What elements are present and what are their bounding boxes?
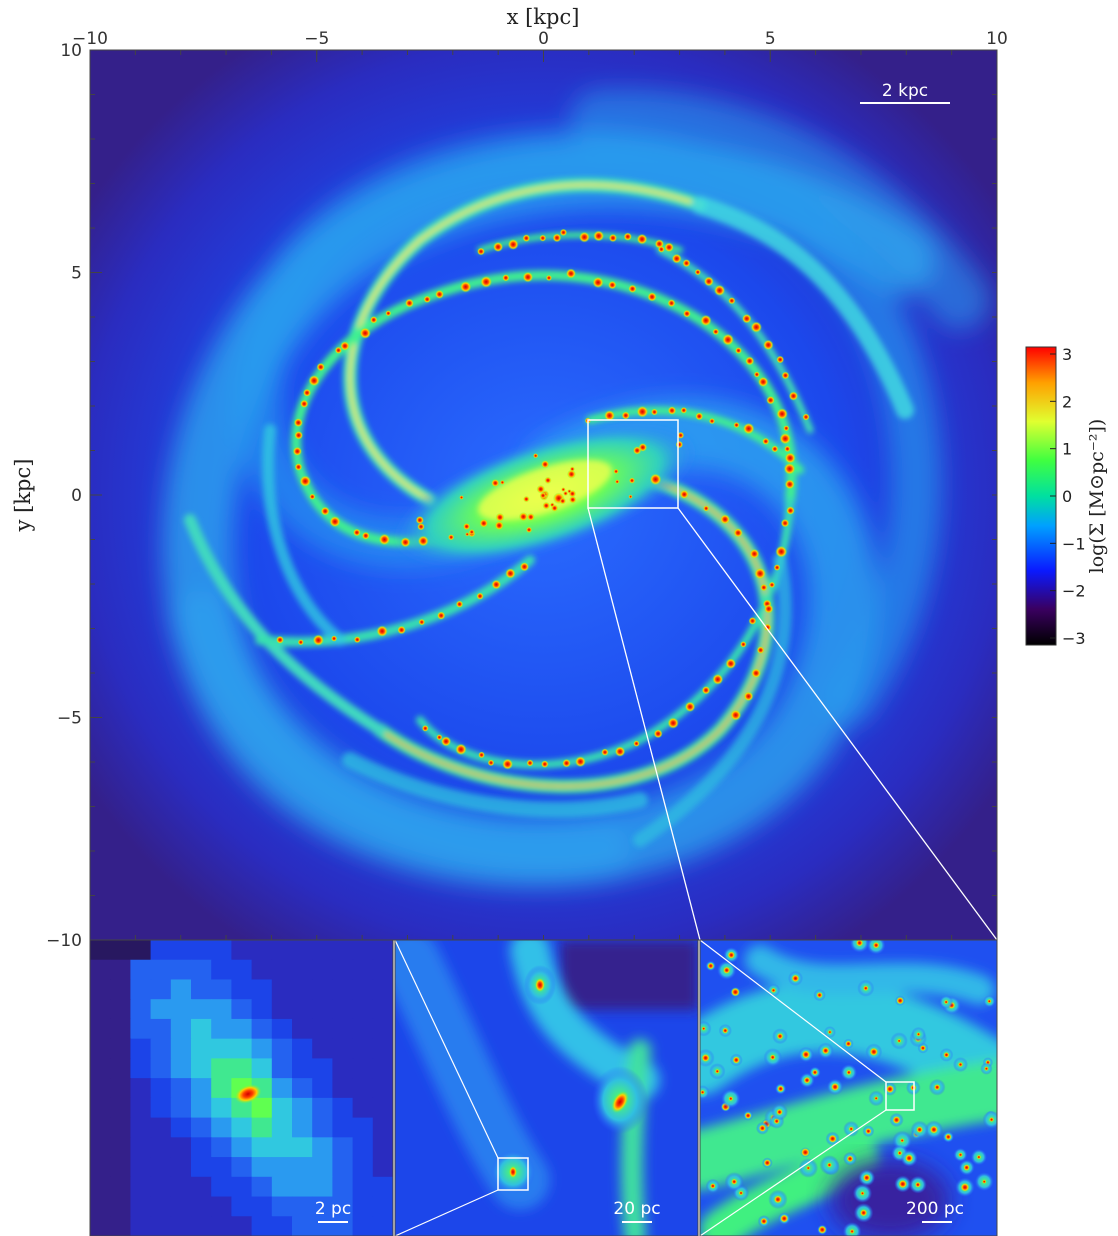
zoom-panel-2pc-scale-label: 2 pc	[315, 1199, 351, 1219]
colorbar-tick-label: 1	[1062, 440, 1072, 459]
y-tick-label: −10	[46, 931, 82, 951]
main-panel: 2 kpc	[90, 50, 997, 940]
x-tick-label: 0	[538, 29, 549, 49]
y-tick-label: 0	[71, 486, 82, 506]
galactic-core-inner	[478, 459, 612, 521]
main-scale-bar: 2 kpc	[860, 81, 950, 104]
colorbar-tick-label: −2	[1062, 582, 1086, 601]
diffuse-arms	[162, 89, 990, 887]
zoom-box-200pc	[885, 1081, 915, 1111]
zoom-panel-200pc: 200 pc	[700, 940, 997, 1236]
y-tick-label: 10	[60, 41, 82, 61]
zoom-line-p2-b	[394, 1189, 499, 1236]
clumps	[276, 228, 810, 770]
zoom-line-p2-a	[394, 939, 499, 1159]
axes: −10 −5 0 5 10 10 5 0 −5 −10	[46, 29, 1008, 951]
colorbar-tick-label: 0	[1062, 487, 1072, 506]
colorbar-tick-label: 2	[1062, 392, 1072, 411]
zoom-panel-20pc: 20 pc	[395, 940, 698, 1236]
colorbar-ticks: 3 2 1 0 −1 −2 −3	[1050, 345, 1086, 648]
x-axis-title: x [kpc]	[507, 5, 580, 29]
zoom-panel-200pc-scale-label: 200 pc	[906, 1199, 964, 1219]
colorbar-tick-label: −1	[1062, 534, 1086, 553]
y-tick-label: −5	[57, 709, 82, 729]
zoom-panel-20pc-scale-label: 20 pc	[613, 1199, 660, 1219]
x-tick-label: −10	[72, 29, 108, 49]
zoom-line-left	[587, 507, 701, 941]
colorbar: 3 2 1 0 −1 −2 −3 log(Σ [M⊙pc⁻²])	[1025, 345, 1108, 648]
x-tick-label: −5	[304, 29, 329, 49]
colorbar-tick-label: 3	[1062, 345, 1072, 364]
zoom-box-20pc	[497, 1157, 529, 1191]
zoom-panel-2pc: 2 pc	[90, 940, 393, 1236]
colorbar-label: log(Σ [M⊙pc⁻²])	[1086, 419, 1108, 574]
x-tick-label: 10	[986, 29, 1008, 49]
zoom-line-p3-b	[699, 1109, 887, 1236]
zoom-panel-2pc-pixels	[90, 940, 393, 1236]
main-scale-bar-label: 2 kpc	[882, 81, 928, 101]
y-tick-label: 5	[71, 264, 82, 284]
zoom-panel-200pc-clumps	[700, 940, 997, 1236]
zoom-box-main	[587, 419, 679, 509]
zoom-line-p3-a	[699, 939, 887, 1083]
y-axis-title: y [kpc]	[11, 459, 35, 533]
x-tick-label: 5	[765, 29, 776, 49]
colorbar-tick-label: −3	[1062, 629, 1086, 648]
zoom-line-right	[677, 507, 998, 941]
